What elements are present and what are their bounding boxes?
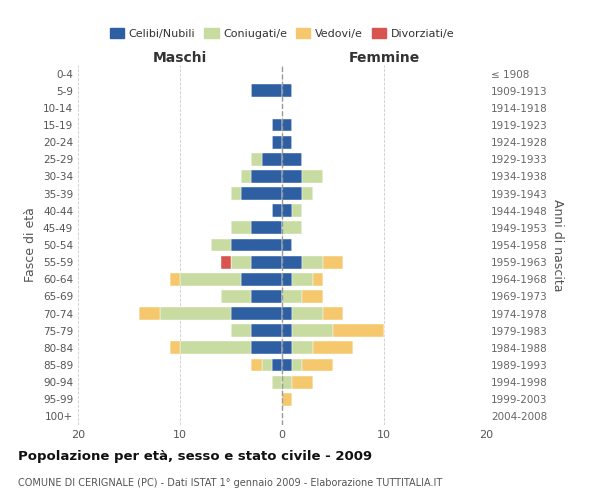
Bar xyxy=(251,324,282,337)
Bar xyxy=(231,187,241,200)
Bar xyxy=(282,222,302,234)
Y-axis label: Fasce di età: Fasce di età xyxy=(25,208,37,282)
Bar xyxy=(251,256,282,268)
Legend: Celibi/Nubili, Coniugati/e, Vedovi/e, Divorziati/e: Celibi/Nubili, Coniugati/e, Vedovi/e, Di… xyxy=(106,24,458,44)
Bar xyxy=(241,273,282,285)
Bar xyxy=(251,358,262,372)
Bar xyxy=(292,273,313,285)
Bar xyxy=(282,170,302,183)
Bar xyxy=(231,222,251,234)
Bar xyxy=(292,204,302,217)
Bar xyxy=(282,273,292,285)
Text: Popolazione per età, sesso e stato civile - 2009: Popolazione per età, sesso e stato civil… xyxy=(18,450,372,463)
Bar xyxy=(251,342,282,354)
Bar xyxy=(160,307,231,320)
Bar xyxy=(221,256,231,268)
Bar xyxy=(302,187,313,200)
Bar xyxy=(231,307,282,320)
Bar xyxy=(251,222,282,234)
Bar xyxy=(262,153,282,166)
Bar xyxy=(170,273,180,285)
Bar xyxy=(282,238,292,252)
Bar xyxy=(282,342,292,354)
Bar xyxy=(282,204,292,217)
Bar xyxy=(231,256,251,268)
Bar xyxy=(292,324,333,337)
Text: Femmine: Femmine xyxy=(349,51,419,65)
Bar xyxy=(231,238,282,252)
Bar xyxy=(272,118,282,132)
Bar xyxy=(282,358,292,372)
Bar xyxy=(251,153,262,166)
Bar xyxy=(139,307,160,320)
Bar xyxy=(221,290,251,303)
Bar xyxy=(251,84,282,97)
Bar xyxy=(282,256,302,268)
Bar xyxy=(180,342,251,354)
Bar xyxy=(241,187,282,200)
Bar xyxy=(282,136,292,148)
Bar xyxy=(302,170,323,183)
Bar xyxy=(333,324,384,337)
Bar xyxy=(302,256,323,268)
Bar xyxy=(302,358,333,372)
Bar xyxy=(282,153,302,166)
Bar xyxy=(282,376,292,388)
Bar xyxy=(313,342,353,354)
Bar xyxy=(251,290,282,303)
Bar xyxy=(262,358,272,372)
Bar xyxy=(231,324,251,337)
Bar xyxy=(241,170,251,183)
Y-axis label: Anni di nascita: Anni di nascita xyxy=(551,198,564,291)
Bar xyxy=(302,290,323,303)
Bar xyxy=(170,342,180,354)
Bar xyxy=(282,290,302,303)
Bar xyxy=(282,118,292,132)
Bar xyxy=(282,393,292,406)
Bar xyxy=(272,136,282,148)
Bar xyxy=(272,204,282,217)
Bar xyxy=(282,187,302,200)
Text: COMUNE DI CERIGNALE (PC) - Dati ISTAT 1° gennaio 2009 - Elaborazione TUTTITALIA.: COMUNE DI CERIGNALE (PC) - Dati ISTAT 1°… xyxy=(18,478,442,488)
Bar xyxy=(292,358,302,372)
Bar xyxy=(292,342,313,354)
Text: Maschi: Maschi xyxy=(153,51,207,65)
Bar xyxy=(323,307,343,320)
Bar xyxy=(282,84,292,97)
Bar xyxy=(211,238,231,252)
Bar xyxy=(272,376,282,388)
Bar xyxy=(180,273,241,285)
Bar xyxy=(251,170,282,183)
Bar xyxy=(292,307,323,320)
Bar xyxy=(323,256,343,268)
Bar xyxy=(282,307,292,320)
Bar xyxy=(292,376,313,388)
Bar xyxy=(282,324,292,337)
Bar xyxy=(272,358,282,372)
Bar xyxy=(313,273,323,285)
